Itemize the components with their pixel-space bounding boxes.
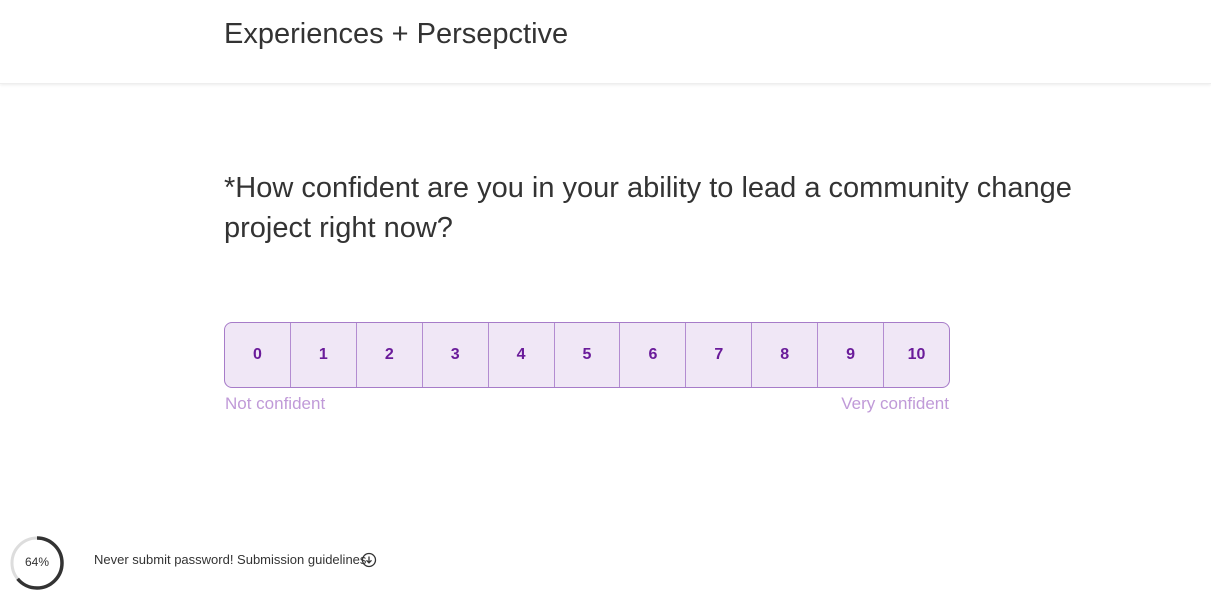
rating-option[interactable]: 6 <box>619 323 685 387</box>
rating-scale: 0 1 2 3 4 5 6 7 8 9 10 <box>224 322 950 388</box>
high-label: Very confident <box>841 394 949 413</box>
progress-label: 64% <box>25 555 49 569</box>
low-label: Not confident <box>225 394 326 413</box>
rating-option[interactable]: 0 <box>225 323 290 387</box>
rating-option[interactable]: 8 <box>751 323 817 387</box>
rating-option[interactable]: 9 <box>817 323 883 387</box>
progress-ring: 64% <box>10 536 64 590</box>
rating-option[interactable]: 2 <box>355 323 422 387</box>
rating-option[interactable]: 3 <box>421 323 488 387</box>
rating-option[interactable]: 4 <box>487 323 554 387</box>
download-icon[interactable] <box>361 552 377 568</box>
question-text: *How confident are you in your ability t… <box>224 172 1072 244</box>
rating-option[interactable]: 5 <box>553 323 620 387</box>
rating-option[interactable]: 10 <box>883 323 949 387</box>
header: Experiences + Persepctive <box>0 0 1211 84</box>
notice[interactable]: Never submit password! Submission guidel… <box>94 552 367 567</box>
rating-option[interactable]: 1 <box>289 323 356 387</box>
progress-arc <box>10 536 64 590</box>
rating-option[interactable]: 7 <box>685 323 751 387</box>
header-title: Experiences + Persepctive <box>224 18 569 50</box>
